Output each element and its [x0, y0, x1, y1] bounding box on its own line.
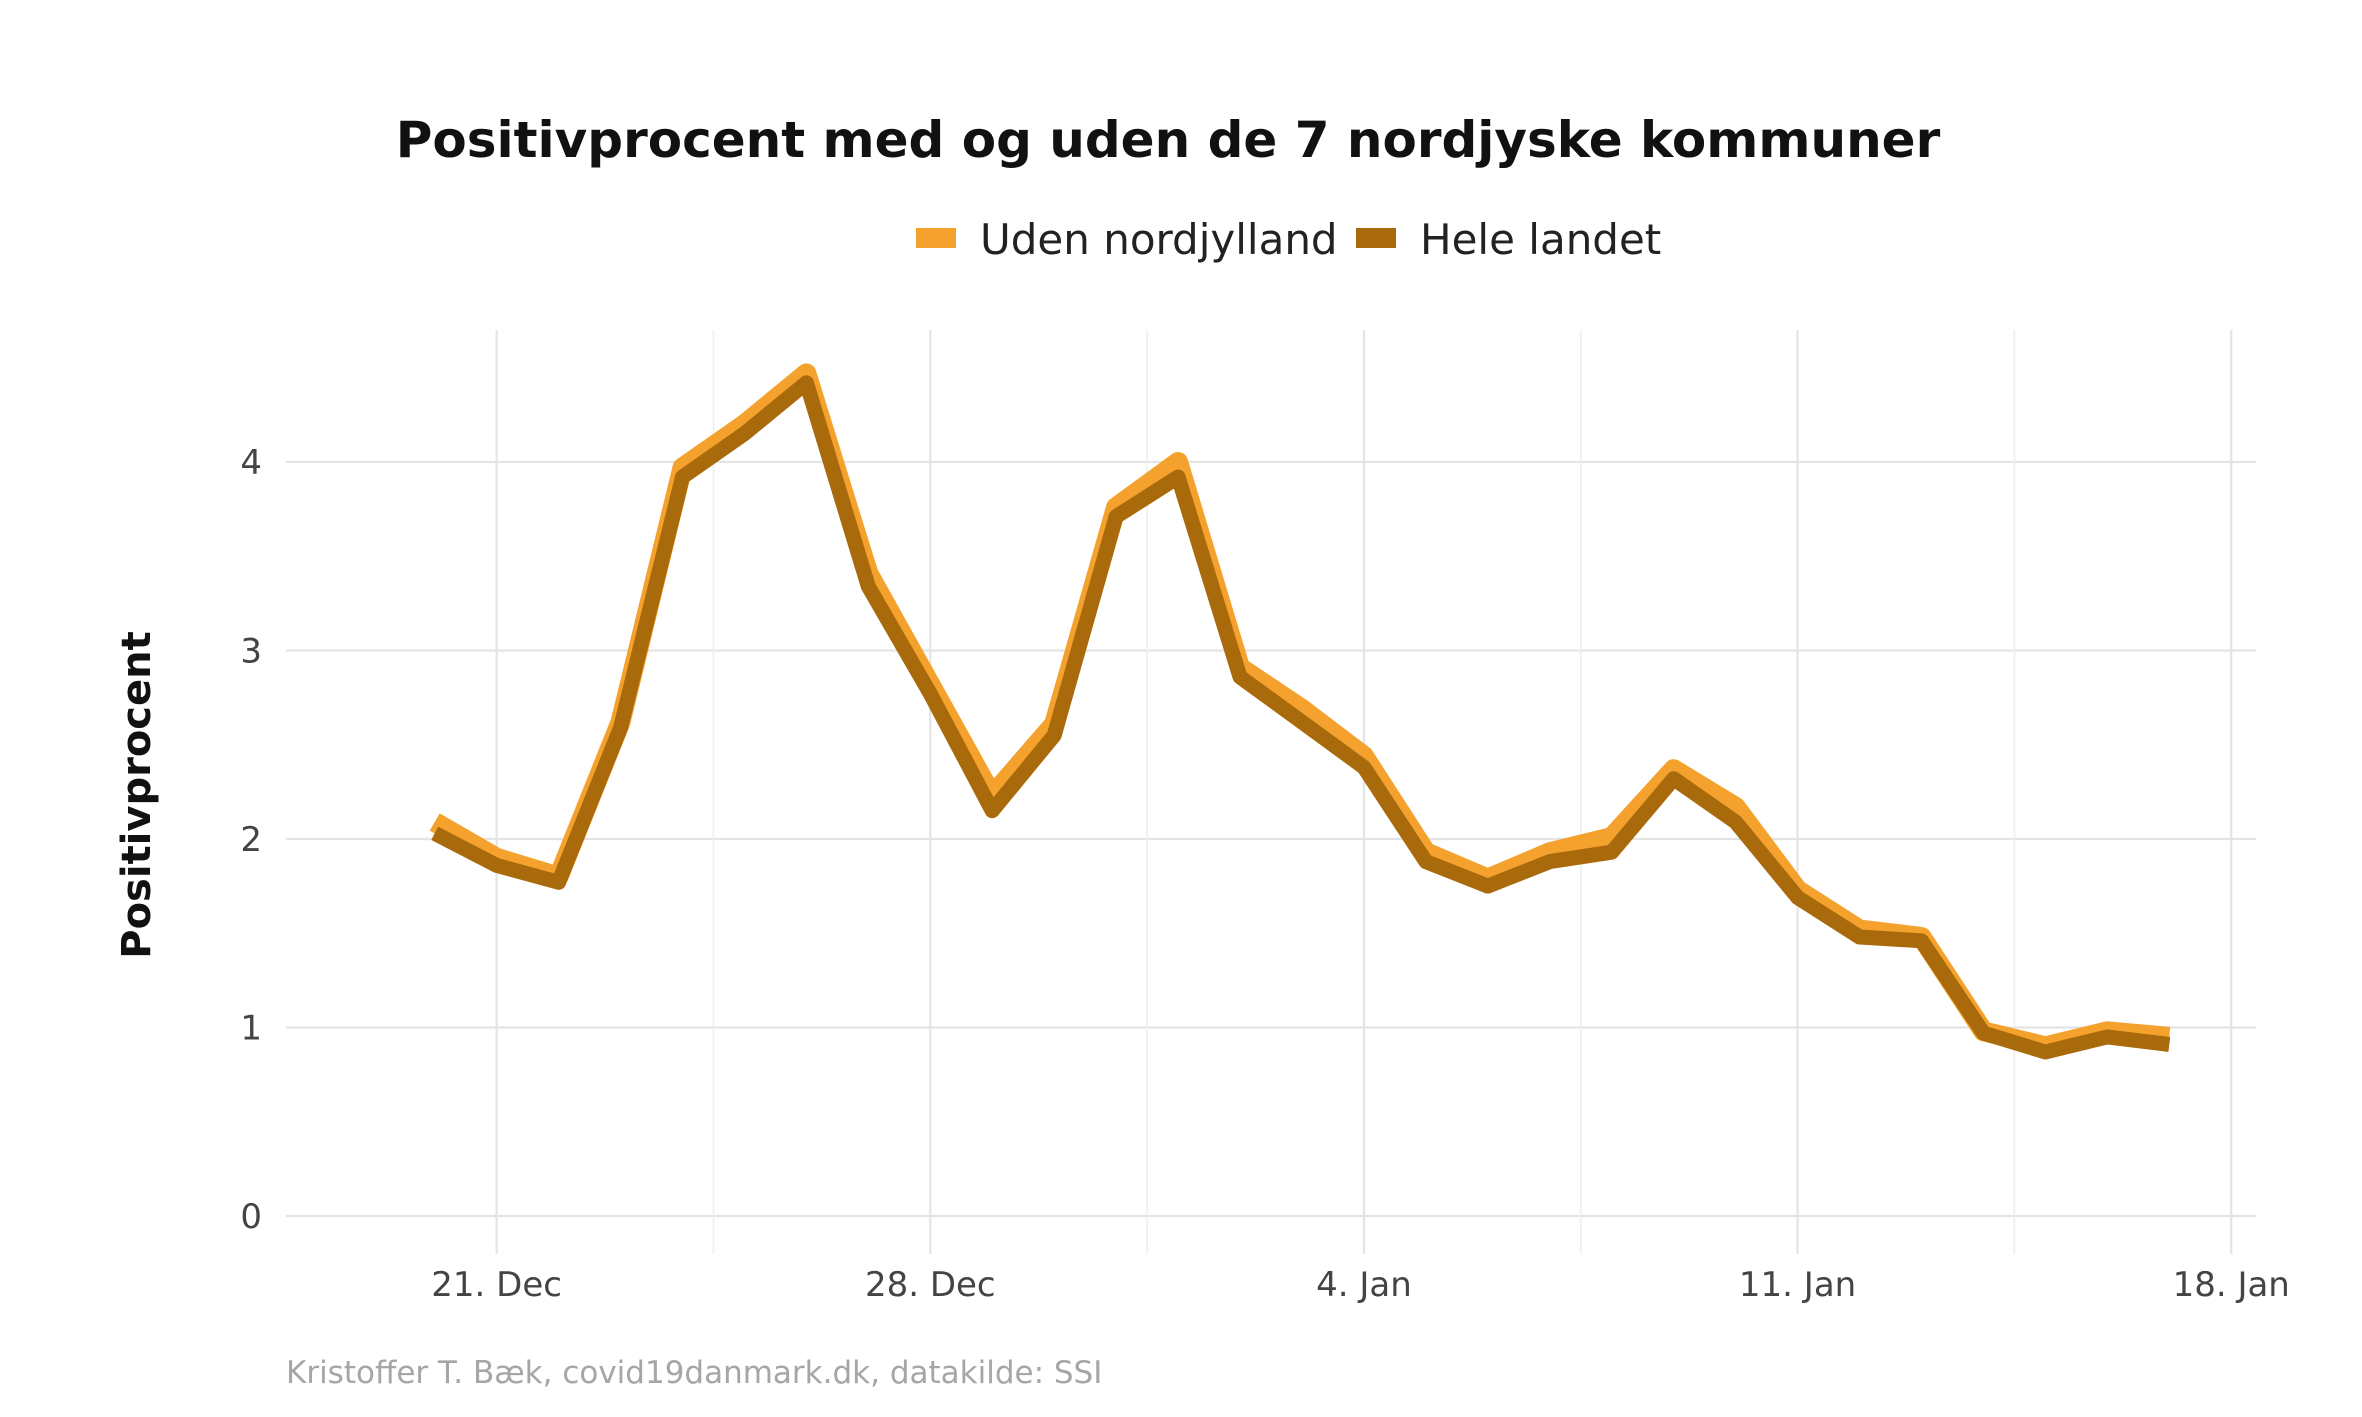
y-axis-ticks: 0 1 2 3 4 [240, 443, 262, 1237]
y-tick-label-4: 4 [240, 443, 262, 483]
legend-swatch-uden-nordjylland [916, 228, 956, 248]
x-tick-label-4: 18. Jan [2173, 1265, 2290, 1305]
x-tick-label-1: 28. Dec [865, 1265, 996, 1305]
y-tick-label-0: 0 [240, 1197, 262, 1237]
legend-swatch-hele-landet [1356, 228, 1396, 248]
x-tick-label-3: 11. Jan [1739, 1265, 1856, 1305]
y-tick-label-2: 2 [240, 820, 262, 860]
series-line-1 [431, 375, 2171, 1060]
y-tick-label-1: 1 [240, 1008, 262, 1048]
x-axis-ticks: 21. Dec 28. Dec 4. Jan 11. Jan 18. Jan [431, 1265, 2290, 1305]
chart-caption: Kristoffer T. Bæk, covid19danmark.dk, da… [286, 1355, 1102, 1391]
x-tick-label-0: 21. Dec [431, 1265, 562, 1305]
y-axis-title: Positivprocent [114, 631, 160, 959]
legend: Uden nordjylland Hele landet [916, 215, 1661, 264]
y-tick-label-3: 3 [240, 631, 262, 671]
grid [286, 330, 2256, 1254]
legend-label-uden-nordjylland: Uden nordjylland [980, 215, 1338, 264]
series-lines [429, 363, 2171, 1060]
legend-label-hele-landet: Hele landet [1420, 215, 1661, 264]
x-tick-label-2: 4. Jan [1316, 1265, 1412, 1305]
chart-title: Positivprocent med og uden de 7 nordjysk… [396, 111, 1941, 169]
